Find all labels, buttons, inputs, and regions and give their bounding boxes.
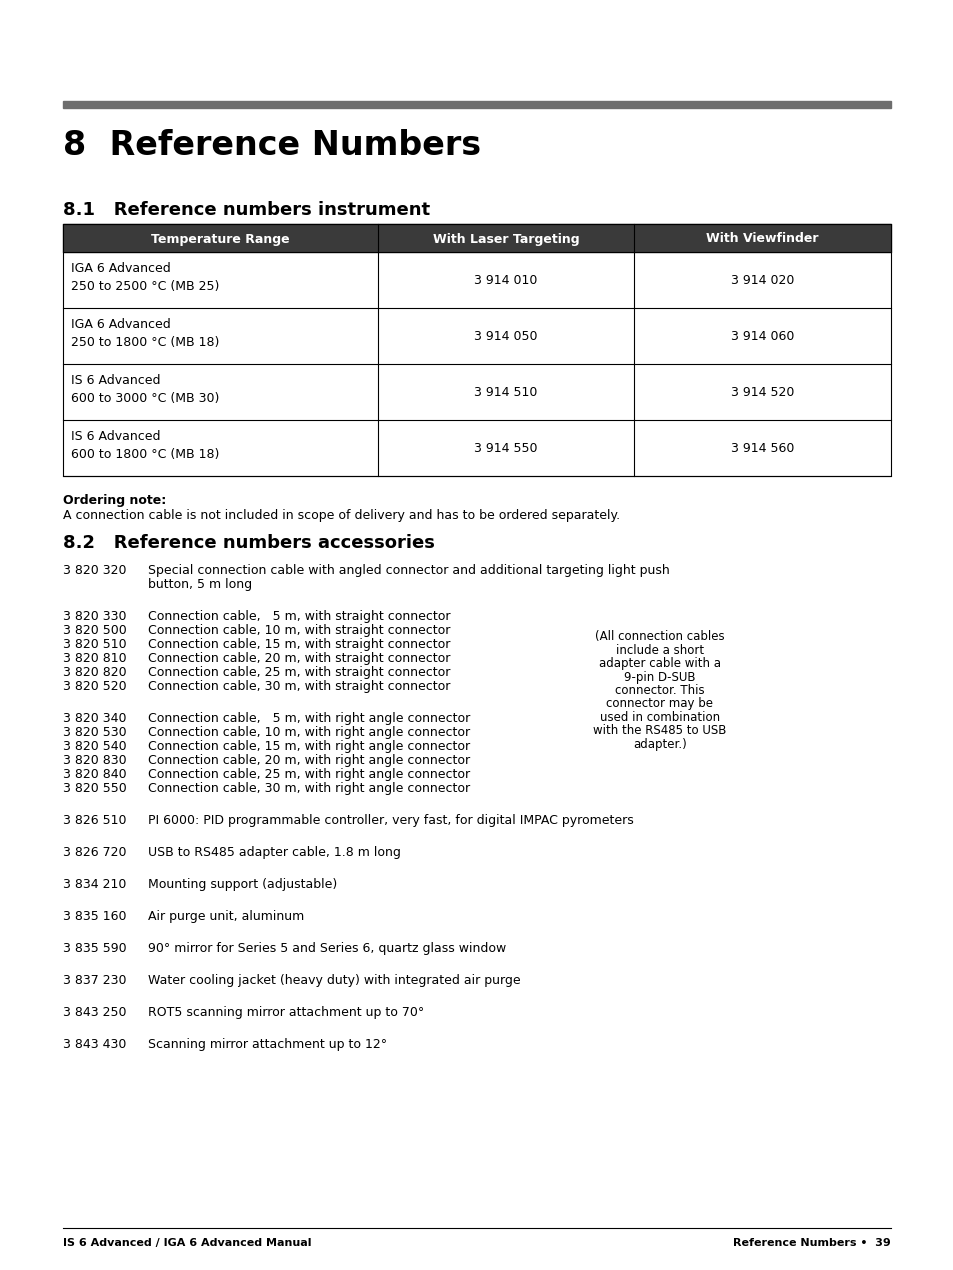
Text: include a short: include a short — [616, 644, 703, 657]
Text: 3 820 550: 3 820 550 — [63, 782, 127, 795]
Text: 3 820 330: 3 820 330 — [63, 610, 127, 624]
Text: 3 914 520: 3 914 520 — [730, 386, 794, 399]
Text: Ordering note:: Ordering note: — [63, 494, 166, 507]
Text: Connection cable, 25 m, with right angle connector: Connection cable, 25 m, with right angle… — [148, 768, 470, 781]
Text: 3 843 250: 3 843 250 — [63, 1006, 127, 1019]
Text: Temperature Range: Temperature Range — [151, 232, 290, 245]
Text: ROT5 scanning mirror attachment up to 70°: ROT5 scanning mirror attachment up to 70… — [148, 1006, 424, 1019]
Text: Connection cable,   5 m, with right angle connector: Connection cable, 5 m, with right angle … — [148, 712, 470, 725]
Bar — [63, 420, 890, 476]
Text: connector may be: connector may be — [606, 697, 713, 710]
Bar — [63, 102, 890, 108]
Text: 3 914 050: 3 914 050 — [474, 329, 537, 343]
Text: With Laser Targeting: With Laser Targeting — [433, 232, 578, 245]
Text: Reference Numbers •  39: Reference Numbers • 39 — [733, 1238, 890, 1248]
Text: adapter cable with a: adapter cable with a — [598, 657, 720, 671]
Text: 3 914 020: 3 914 020 — [730, 273, 794, 287]
Bar — [63, 224, 890, 476]
Text: Water cooling jacket (heavy duty) with integrated air purge: Water cooling jacket (heavy duty) with i… — [148, 974, 520, 987]
Text: 3 834 210: 3 834 210 — [63, 878, 126, 892]
Text: 3 820 810: 3 820 810 — [63, 652, 127, 665]
Text: With Viewfinder: With Viewfinder — [705, 232, 818, 245]
Text: 8  Reference Numbers: 8 Reference Numbers — [63, 130, 480, 163]
Text: Connection cable, 10 m, with straight connector: Connection cable, 10 m, with straight co… — [148, 624, 450, 638]
Text: Connection cable, 30 m, with straight connector: Connection cable, 30 m, with straight co… — [148, 679, 450, 693]
Bar — [63, 309, 890, 364]
Text: 3 914 510: 3 914 510 — [474, 386, 537, 399]
Text: Connection cable, 20 m, with right angle connector: Connection cable, 20 m, with right angle… — [148, 754, 470, 767]
Bar — [63, 251, 890, 309]
Text: 3 820 320: 3 820 320 — [63, 564, 127, 577]
Text: Connection cable, 30 m, with right angle connector: Connection cable, 30 m, with right angle… — [148, 782, 470, 795]
Text: 3 837 230: 3 837 230 — [63, 974, 127, 987]
Text: 3 843 430: 3 843 430 — [63, 1038, 126, 1052]
Text: 3 820 510: 3 820 510 — [63, 638, 127, 652]
Text: IGA 6 Advanced
250 to 1800 °C (MB 18): IGA 6 Advanced 250 to 1800 °C (MB 18) — [71, 318, 219, 349]
Text: A connection cable is not included in scope of delivery and has to be ordered se: A connection cable is not included in sc… — [63, 509, 619, 522]
Text: 3 820 500: 3 820 500 — [63, 624, 127, 638]
Text: Connection cable, 15 m, with right angle connector: Connection cable, 15 m, with right angle… — [148, 740, 470, 753]
Text: 9-pin D-SUB: 9-pin D-SUB — [623, 671, 695, 683]
Text: 8.1   Reference numbers instrument: 8.1 Reference numbers instrument — [63, 201, 430, 218]
Text: (All connection cables: (All connection cables — [595, 630, 724, 643]
Text: 3 820 820: 3 820 820 — [63, 665, 127, 679]
Text: USB to RS485 adapter cable, 1.8 m long: USB to RS485 adapter cable, 1.8 m long — [148, 846, 400, 859]
Text: 90° mirror for Series 5 and Series 6, quartz glass window: 90° mirror for Series 5 and Series 6, qu… — [148, 942, 506, 955]
Text: adapter.): adapter.) — [633, 738, 686, 751]
Text: PI 6000: PID programmable controller, very fast, for digital IMPAC pyrometers: PI 6000: PID programmable controller, ve… — [148, 814, 633, 827]
Text: Connection cable, 10 m, with right angle connector: Connection cable, 10 m, with right angle… — [148, 726, 470, 739]
Text: Connection cable, 25 m, with straight connector: Connection cable, 25 m, with straight co… — [148, 665, 450, 679]
Text: button, 5 m long: button, 5 m long — [148, 578, 252, 591]
Text: Special connection cable with angled connector and additional targeting light pu: Special connection cable with angled con… — [148, 564, 669, 577]
Text: 3 835 590: 3 835 590 — [63, 942, 127, 955]
Text: 3 820 830: 3 820 830 — [63, 754, 127, 767]
Text: 3 820 340: 3 820 340 — [63, 712, 127, 725]
Bar — [63, 364, 890, 420]
Text: 8.2   Reference numbers accessories: 8.2 Reference numbers accessories — [63, 533, 435, 552]
Text: 3 820 520: 3 820 520 — [63, 679, 127, 693]
Text: IS 6 Advanced
600 to 1800 °C (MB 18): IS 6 Advanced 600 to 1800 °C (MB 18) — [71, 431, 219, 461]
Text: connector. This: connector. This — [615, 685, 704, 697]
Text: 3 820 840: 3 820 840 — [63, 768, 127, 781]
Text: 3 914 560: 3 914 560 — [730, 442, 794, 455]
Text: Connection cable, 20 m, with straight connector: Connection cable, 20 m, with straight co… — [148, 652, 450, 665]
Text: IS 6 Advanced / IGA 6 Advanced Manual: IS 6 Advanced / IGA 6 Advanced Manual — [63, 1238, 312, 1248]
Text: 3 820 540: 3 820 540 — [63, 740, 127, 753]
Text: Air purge unit, aluminum: Air purge unit, aluminum — [148, 911, 304, 923]
Text: 3 826 510: 3 826 510 — [63, 814, 127, 827]
Text: Scanning mirror attachment up to 12°: Scanning mirror attachment up to 12° — [148, 1038, 387, 1052]
Text: Connection cable,   5 m, with straight connector: Connection cable, 5 m, with straight con… — [148, 610, 450, 624]
Text: with the RS485 to USB: with the RS485 to USB — [593, 724, 726, 738]
Text: Connection cable, 15 m, with straight connector: Connection cable, 15 m, with straight co… — [148, 638, 450, 652]
Text: IS 6 Advanced
600 to 3000 °C (MB 30): IS 6 Advanced 600 to 3000 °C (MB 30) — [71, 373, 219, 405]
Text: 3 826 720: 3 826 720 — [63, 846, 127, 859]
Text: Mounting support (adjustable): Mounting support (adjustable) — [148, 878, 337, 892]
Bar — [63, 224, 890, 251]
Text: 3 914 010: 3 914 010 — [474, 273, 537, 287]
Text: 3 914 060: 3 914 060 — [730, 329, 794, 343]
Text: used in combination: used in combination — [599, 711, 720, 724]
Text: 3 820 530: 3 820 530 — [63, 726, 127, 739]
Text: 3 835 160: 3 835 160 — [63, 911, 127, 923]
Text: IGA 6 Advanced
250 to 2500 °C (MB 25): IGA 6 Advanced 250 to 2500 °C (MB 25) — [71, 262, 219, 293]
Text: 3 914 550: 3 914 550 — [474, 442, 537, 455]
